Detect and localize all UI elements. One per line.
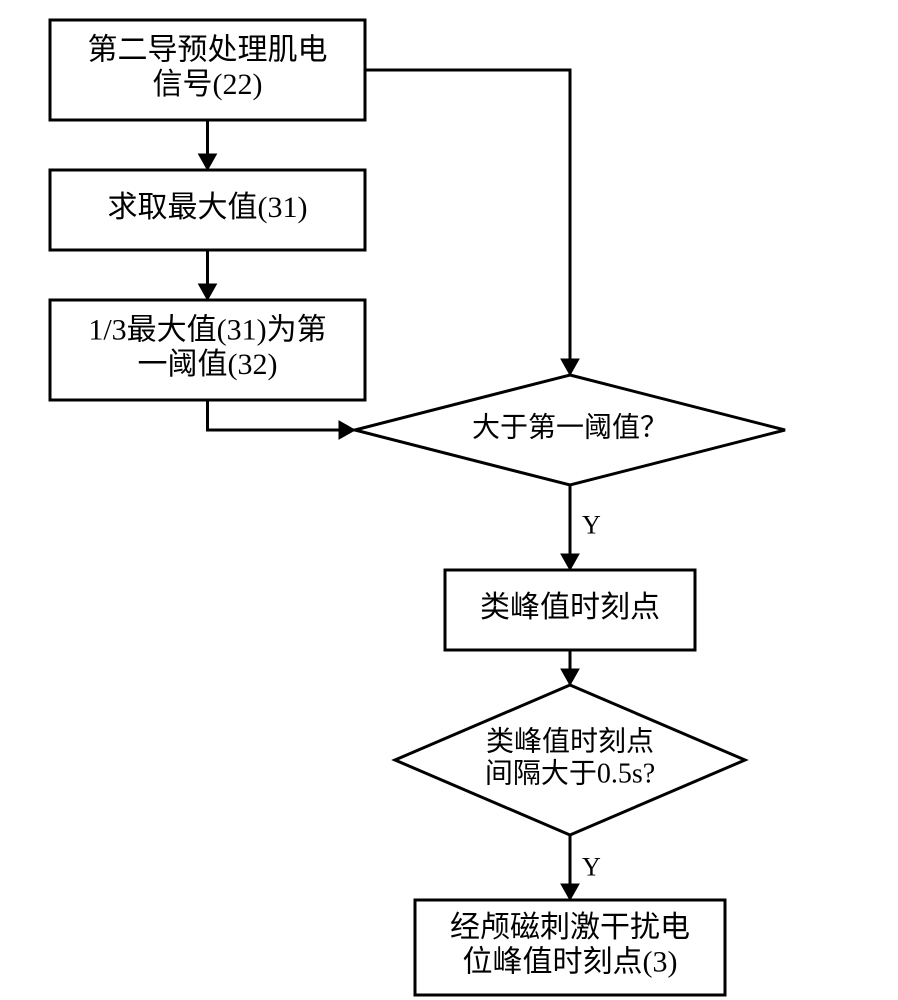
edge-b3-d1 — [208, 400, 356, 430]
arrowhead — [561, 359, 579, 375]
arrowhead — [561, 884, 579, 900]
arrowhead — [561, 669, 579, 685]
arrowhead — [199, 154, 217, 170]
box-result-line-0: 经颅磁刺激干扰电 — [450, 911, 690, 944]
diamond-interval-line-1: 间隔大于0.5s? — [485, 758, 655, 790]
edge-b1-d1 — [365, 70, 570, 375]
arrowhead — [561, 554, 579, 570]
box-result-line-1: 位峰值时刻点(3) — [463, 946, 678, 979]
arrowhead — [339, 421, 355, 439]
box-peak-time-line-0: 类峰值时刻点 — [480, 591, 660, 624]
diamond-threshold-line-0: 大于第一阈值？ — [472, 411, 668, 443]
box-threshold-line-1: 一阈值(32) — [138, 348, 278, 381]
box-signal-line-1: 信号(22) — [153, 68, 263, 101]
diamond-interval-line-0: 类峰值时刻点 — [486, 725, 654, 757]
label-y2: Y — [582, 852, 601, 881]
box-threshold-line-0: 1/3最大值(31)为第 — [88, 314, 326, 347]
arrowhead — [199, 284, 217, 300]
label-y1: Y — [582, 510, 601, 539]
box-signal-line-0: 第二导预处理肌电 — [88, 34, 328, 67]
box-max-line-0: 求取最大值(31) — [108, 191, 308, 224]
